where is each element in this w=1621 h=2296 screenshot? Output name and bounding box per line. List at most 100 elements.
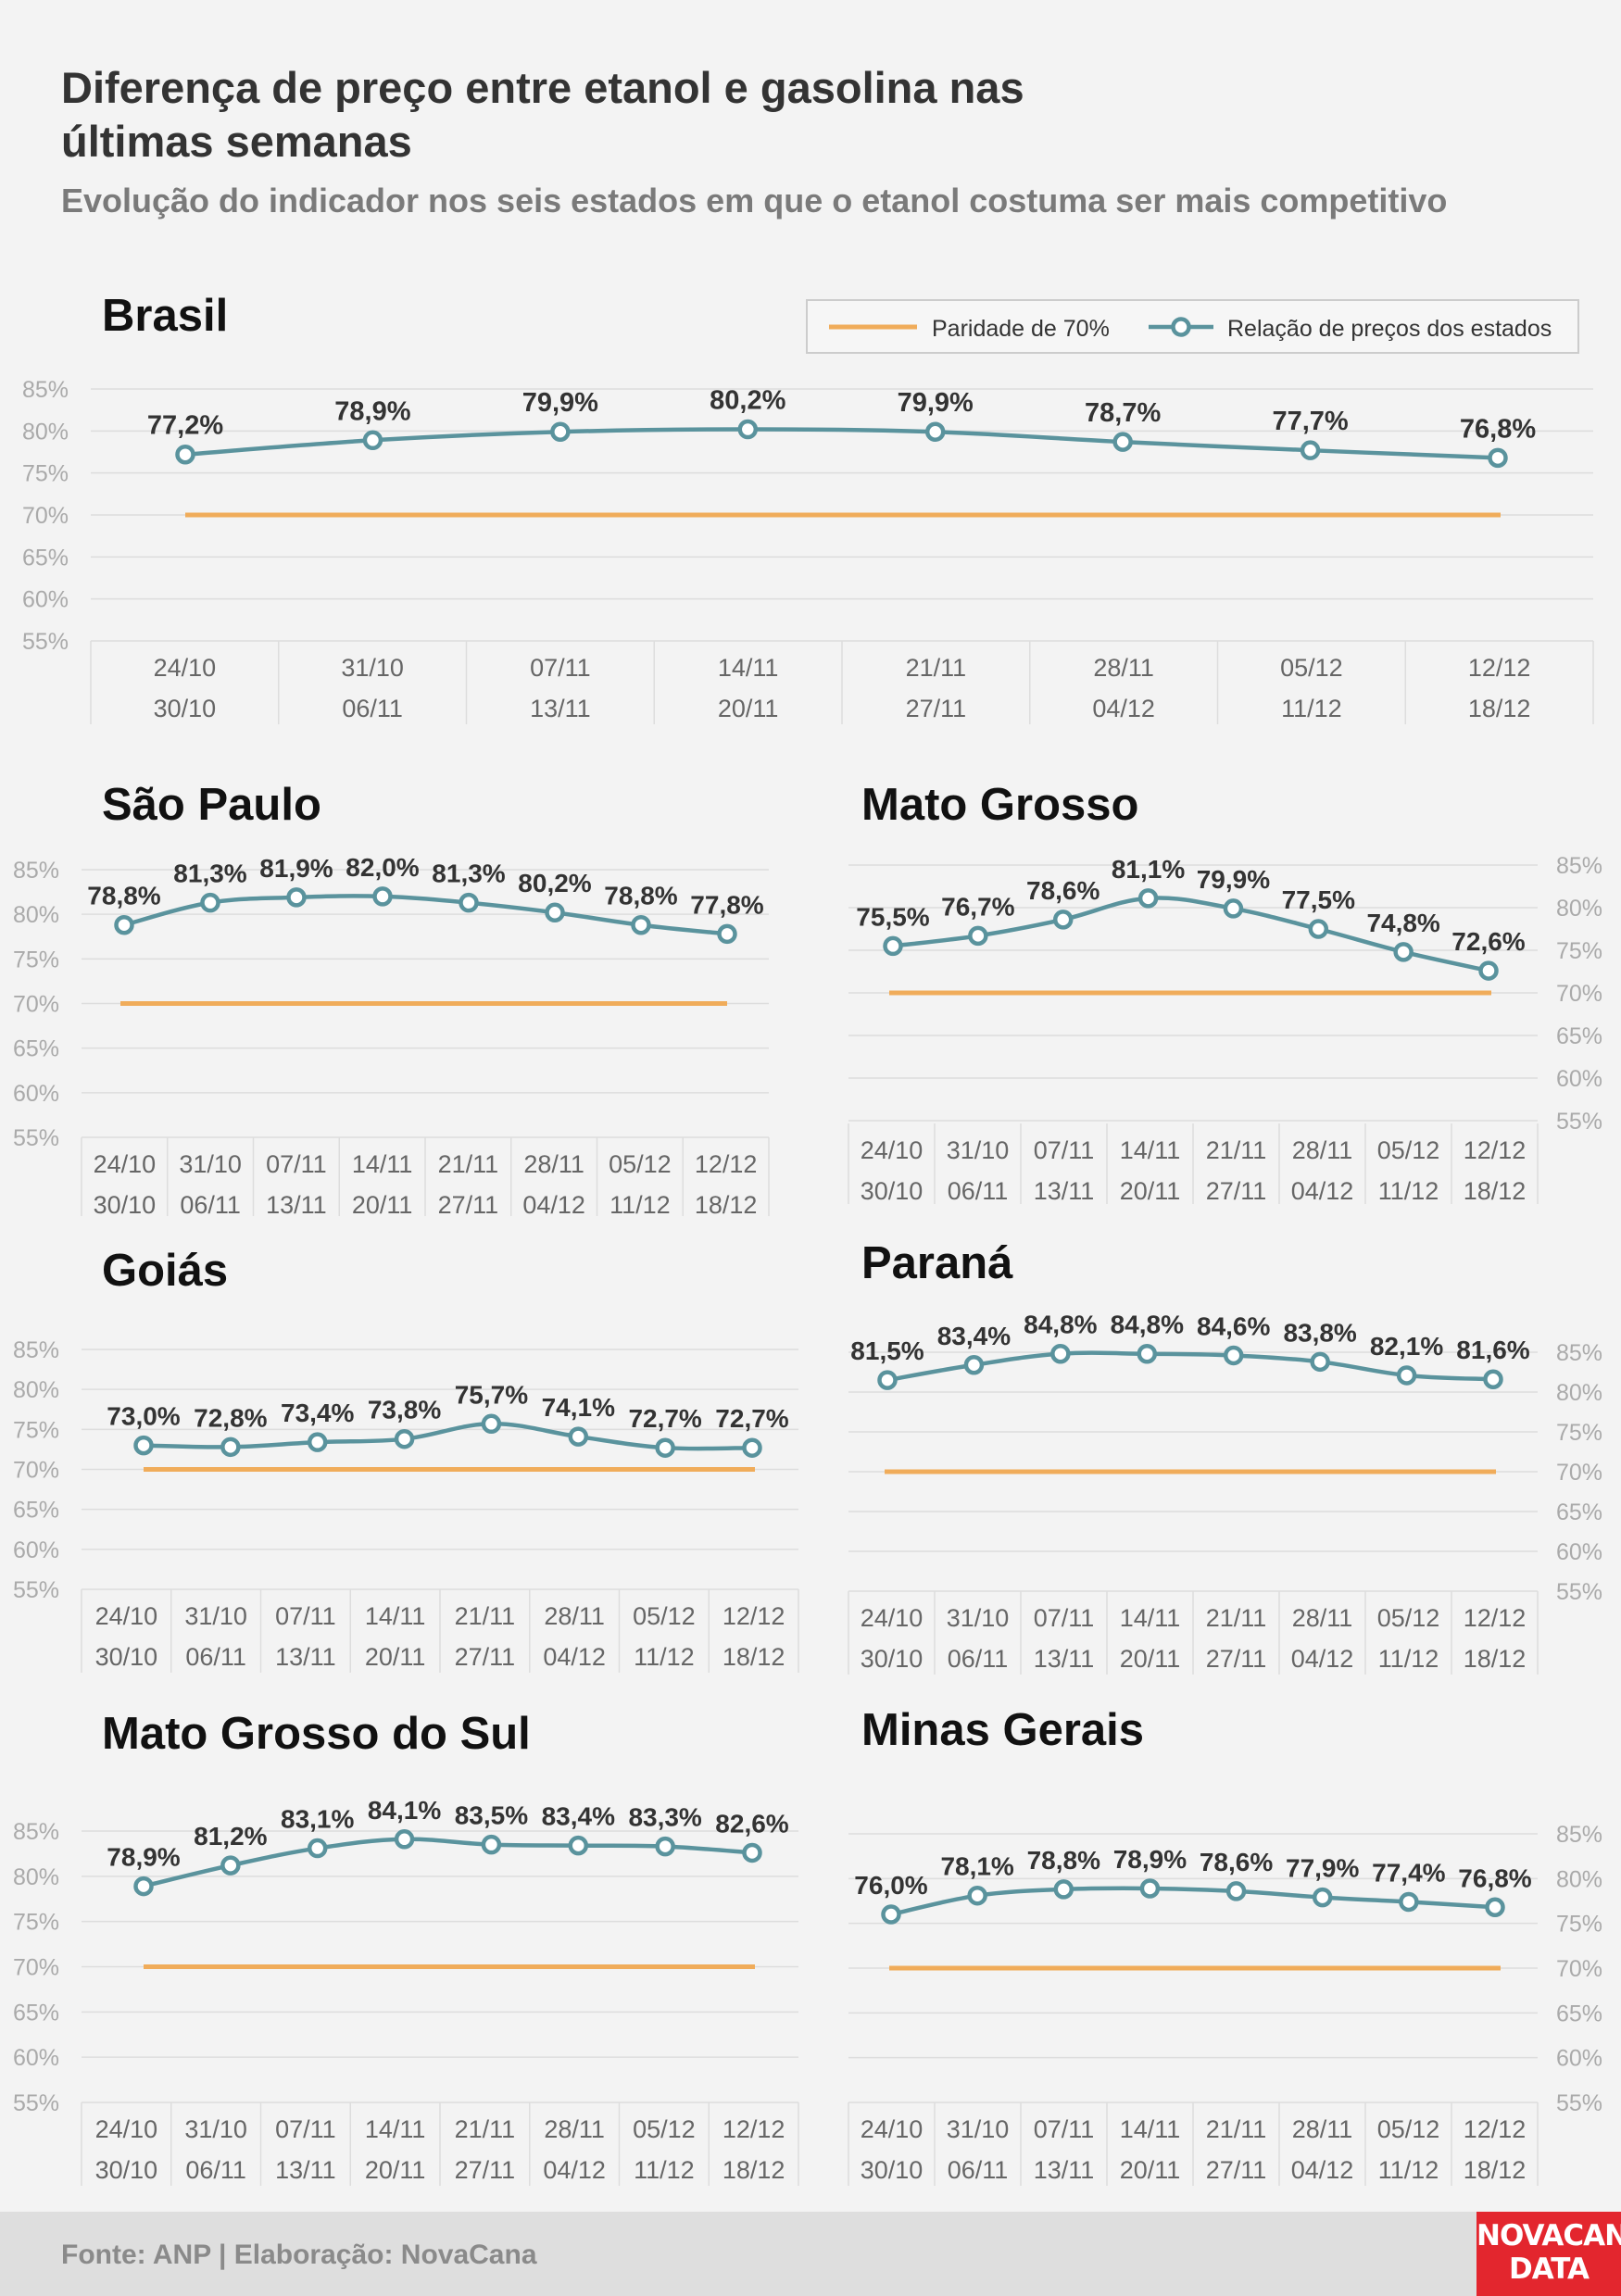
y-tick-label: 80% [1556, 1380, 1602, 1406]
data-label: 81,6% [1456, 1336, 1529, 1364]
y-tick-label: 55% [13, 1577, 59, 1603]
x-tick-label: 21/11 [455, 1602, 516, 1630]
data-point [631, 914, 651, 935]
source-text: Fonte: ANP | Elaboração: NovaCana [61, 2240, 537, 2270]
data-point [545, 902, 565, 922]
data-label: 78,9% [334, 396, 410, 426]
data-label: 78,6% [1026, 876, 1100, 905]
data-label: 72,6% [1451, 927, 1525, 956]
y-tick-label: 55% [13, 2090, 59, 2116]
data-label: 72,7% [628, 1404, 701, 1433]
data-label: 73,4% [281, 1399, 354, 1427]
data-label: 79,9% [522, 388, 598, 418]
data-label: 77,5% [1282, 885, 1355, 914]
x-tick-label-end: 04/12 [1092, 695, 1155, 722]
data-point [481, 1413, 502, 1435]
data-point [924, 421, 946, 442]
data-label: 83,3% [628, 1803, 701, 1832]
y-tick-label: 60% [1556, 2046, 1602, 2072]
chart-title: Brasil [102, 291, 228, 341]
x-tick-label-end: 27/11 [1206, 1645, 1267, 1673]
chart-title: Minas Gerais [861, 1705, 1144, 1755]
x-tick-label-end: 11/12 [1378, 1177, 1439, 1205]
y-tick-label: 65% [13, 2000, 59, 2026]
data-point [967, 1885, 987, 1906]
x-tick-label-end: 27/11 [455, 2156, 516, 2184]
x-tick-label-end: 30/10 [94, 1191, 157, 1219]
x-tick-label: 12/12 [1464, 2115, 1527, 2143]
x-tick-label: 05/12 [1377, 1604, 1440, 1632]
x-tick-label-end: 11/12 [1378, 2156, 1439, 2184]
x-tick-label: 21/11 [906, 654, 967, 682]
data-label: 72,7% [715, 1404, 788, 1433]
y-tick-label: 65% [1556, 1023, 1602, 1049]
y-tick-label: 80% [1556, 1866, 1602, 1892]
chart-title: São Paulo [102, 780, 321, 830]
x-tick-label-end: 13/11 [266, 1191, 327, 1219]
data-point [286, 887, 307, 908]
x-tick-label-end: 18/12 [1468, 695, 1531, 722]
data-label: 77,4% [1372, 1858, 1445, 1887]
data-point [394, 1428, 415, 1449]
x-tick-label: 21/11 [438, 1150, 499, 1178]
data-label: 78,9% [107, 1843, 180, 1872]
data-label: 82,1% [1370, 1332, 1443, 1361]
x-tick-label: 28/11 [544, 1602, 605, 1630]
data-label: 74,8% [1366, 909, 1439, 937]
x-tick-label-end: 20/11 [1120, 2156, 1181, 2184]
data-point [220, 1855, 241, 1876]
data-label: 74,1% [542, 1393, 615, 1422]
x-tick-label-end: 18/12 [1464, 2156, 1527, 2184]
x-tick-label: 07/11 [275, 2115, 336, 2143]
data-label: 78,7% [1085, 398, 1161, 428]
data-point [655, 1437, 675, 1458]
y-tick-label: 55% [1556, 2090, 1602, 2116]
x-tick-label-end: 30/10 [95, 1643, 158, 1671]
x-tick-label-end: 27/11 [455, 1643, 516, 1671]
data-point [1393, 942, 1414, 962]
data-point [133, 1435, 154, 1456]
data-point [307, 1838, 328, 1859]
data-label: 73,8% [368, 1396, 441, 1424]
chart-panel: Mato Grosso do Sul 55% 60% 65% 70% 75% 80% 85% 2… [13, 1709, 799, 2186]
x-tick-label: 14/11 [718, 654, 779, 682]
data-point [742, 1842, 762, 1863]
data-point [307, 1432, 328, 1452]
data-label: 76,7% [941, 892, 1014, 921]
x-tick-label-end: 04/12 [543, 2156, 606, 2184]
x-tick-label-end: 13/11 [275, 2156, 336, 2184]
x-tick-label: 07/11 [530, 654, 591, 682]
y-tick-label: 70% [13, 1458, 59, 1484]
x-tick-label: 07/11 [266, 1150, 327, 1178]
x-tick-label-end: 20/11 [365, 2156, 426, 2184]
y-tick-label: 85% [13, 1819, 59, 1845]
x-tick-label-end: 13/11 [1034, 1645, 1095, 1673]
y-tick-label: 60% [1556, 1066, 1602, 1092]
x-tick-label: 14/11 [352, 1150, 413, 1178]
y-tick-label: 65% [1556, 1499, 1602, 1525]
x-tick-label: 05/12 [633, 1602, 696, 1630]
data-point [1478, 960, 1499, 981]
x-tick-label-end: 18/12 [1464, 1177, 1527, 1205]
x-tick-label: 24/10 [95, 1602, 158, 1630]
x-tick-label: 05/12 [633, 2115, 696, 2143]
y-tick-label: 80% [13, 1864, 59, 1890]
y-tick-label: 60% [13, 1081, 59, 1107]
data-point [1308, 919, 1329, 939]
x-tick-label: 12/12 [1464, 1604, 1527, 1632]
data-point [459, 892, 479, 913]
data-point [737, 419, 759, 440]
data-point [1052, 910, 1074, 930]
x-tick-label: 14/11 [365, 2115, 426, 2143]
y-tick-label: 65% [13, 1498, 59, 1524]
x-tick-label: 31/10 [184, 2115, 247, 2143]
x-tick-label-end: 20/11 [718, 695, 779, 722]
y-tick-label: 65% [22, 545, 69, 571]
y-tick-label: 85% [1556, 1340, 1602, 1366]
x-tick-label-end: 06/11 [948, 2156, 1009, 2184]
x-tick-label-end: 06/11 [180, 1191, 241, 1219]
data-point [1223, 1345, 1244, 1366]
x-tick-label: 24/10 [95, 2115, 158, 2143]
x-tick-label-end: 04/12 [1291, 2156, 1354, 2184]
